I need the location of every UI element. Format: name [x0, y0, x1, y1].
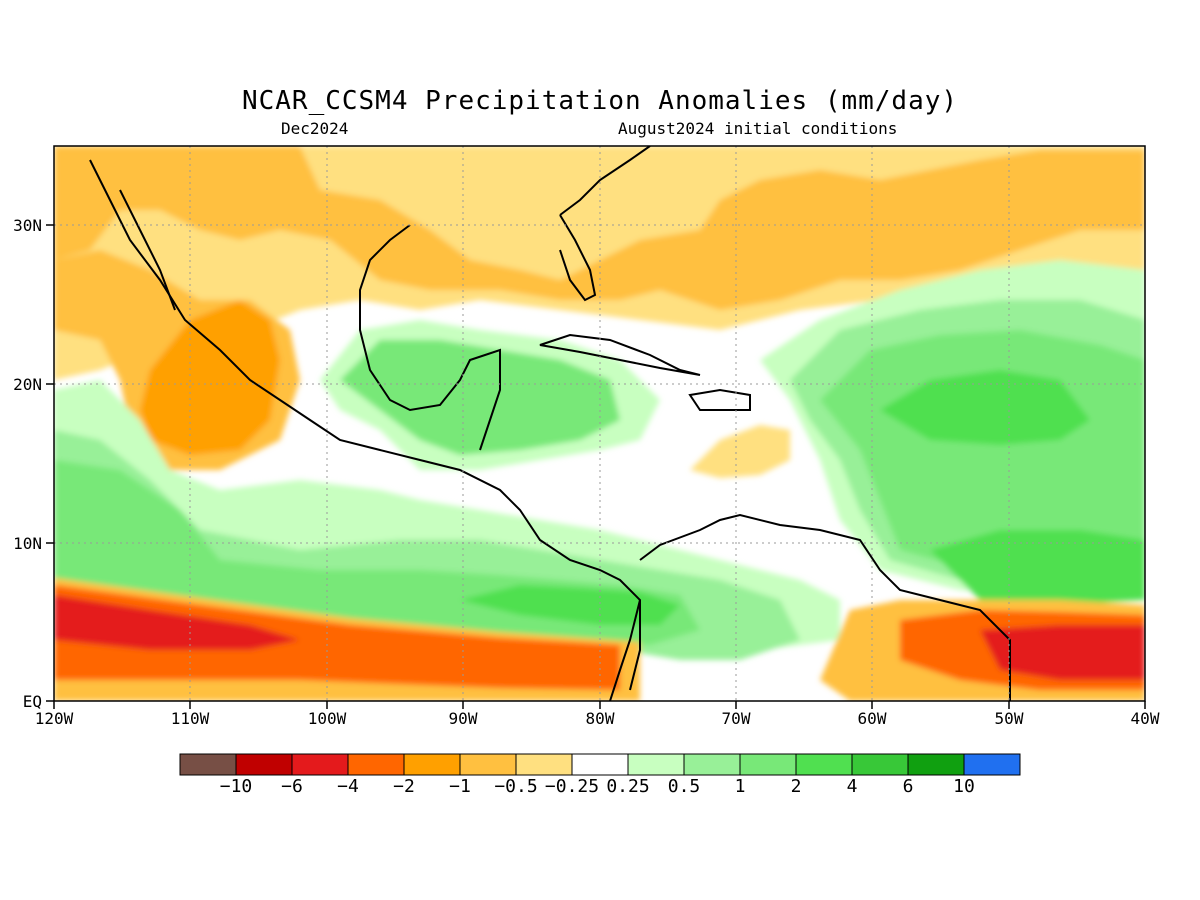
colorbar-tick-label: 6: [902, 776, 914, 797]
wet-region-atlantic-peak: [880, 370, 1090, 445]
colorbar-swatch: [403, 753, 461, 776]
colorbar-swatch: [291, 753, 349, 776]
lon-label-80w: 80W: [585, 709, 615, 728]
colorbar-tick-label: −0.5: [494, 776, 538, 797]
lon-label-40w: 40W: [1130, 709, 1160, 728]
colorbar-tick-label: 0.5: [667, 776, 701, 797]
initial-conditions: August2024 initial conditions: [618, 119, 898, 138]
colorbar-swatch: [179, 753, 237, 776]
lon-label-100w: 100W: [307, 709, 347, 728]
lon-label-70w: 70W: [721, 709, 751, 728]
coastline-baja: [119, 189, 176, 311]
lon-label-110w: 110W: [170, 709, 210, 728]
coastline-south-america: [639, 513, 1011, 701]
colorbar-tick-label: −1: [449, 776, 471, 797]
colorbar-tick-label: −2: [393, 776, 415, 797]
colorbar-swatch: [963, 753, 1021, 776]
lon-label-60w: 60W: [857, 709, 887, 728]
colorbar-tick-label: 10: [953, 776, 975, 797]
coastline-us-east: [559, 146, 651, 216]
colorbar-tick-label: −10: [219, 776, 253, 797]
colorbar-swatch: [683, 753, 741, 776]
colorbar-swatch: [627, 753, 685, 776]
coastline-florida: [559, 214, 597, 302]
colorbar-tick-label: −6: [281, 776, 303, 797]
axis-ticks: [46, 224, 1146, 709]
lon-label-90w: 90W: [448, 709, 478, 728]
colorbar-tick-label: 0.25: [606, 776, 650, 797]
dry-belt-equatorial-pacific-mid: [54, 585, 620, 690]
colorbar-swatch: [851, 753, 909, 776]
anomaly-shading: [54, 146, 1145, 701]
coastline-hispaniola: [688, 388, 751, 411]
colorbar-tick-label: 4: [846, 776, 858, 797]
colorbar-tick-label: −4: [337, 776, 359, 797]
coastline-gulf: [359, 224, 501, 451]
colorbar-swatch: [571, 753, 629, 776]
dry-region-guianas-core: [980, 625, 1145, 680]
lat-label-10n: 10N: [13, 534, 42, 553]
lat-label-30n: 30N: [13, 216, 42, 235]
colorbar-swatch: [907, 753, 965, 776]
colorbar-tick-label: 1: [734, 776, 746, 797]
colorbar-swatch: [459, 753, 517, 776]
coastline-mexico-pacific: [89, 159, 641, 691]
colorbar-swatch: [795, 753, 853, 776]
coastline-ecuador: [609, 599, 641, 701]
colorbar: [179, 753, 1021, 776]
colorbar-swatch: [515, 753, 573, 776]
lon-label-50w: 50W: [994, 709, 1024, 728]
dry-region-north-2: [54, 146, 1145, 310]
colorbar-tick-label: −0.25: [544, 776, 600, 797]
wet-region-central-core: [340, 340, 620, 455]
forecast-month: Dec2024: [281, 119, 349, 138]
colorbar-swatch: [347, 753, 405, 776]
dry-belt-equatorial-pacific-core: [54, 595, 300, 650]
map-title: NCAR_CCSM4 Precipitation Anomalies (mm/d…: [241, 86, 959, 116]
lon-label-120w: 120W: [34, 709, 74, 728]
dry-spot-caribbean: [690, 425, 790, 478]
lat-label-eq: EQ: [22, 692, 42, 711]
colorbar-tick-label: 2: [790, 776, 802, 797]
wet-belt-pacific-peak: [460, 585, 680, 625]
lat-label-20n: 20N: [13, 375, 42, 394]
dry-region-mexico-pacific-core: [140, 300, 280, 455]
colorbar-swatch: [235, 753, 293, 776]
wet-region-atlantic-south: [930, 530, 1145, 605]
graticule: [54, 146, 1145, 701]
colorbar-swatch: [739, 753, 797, 776]
